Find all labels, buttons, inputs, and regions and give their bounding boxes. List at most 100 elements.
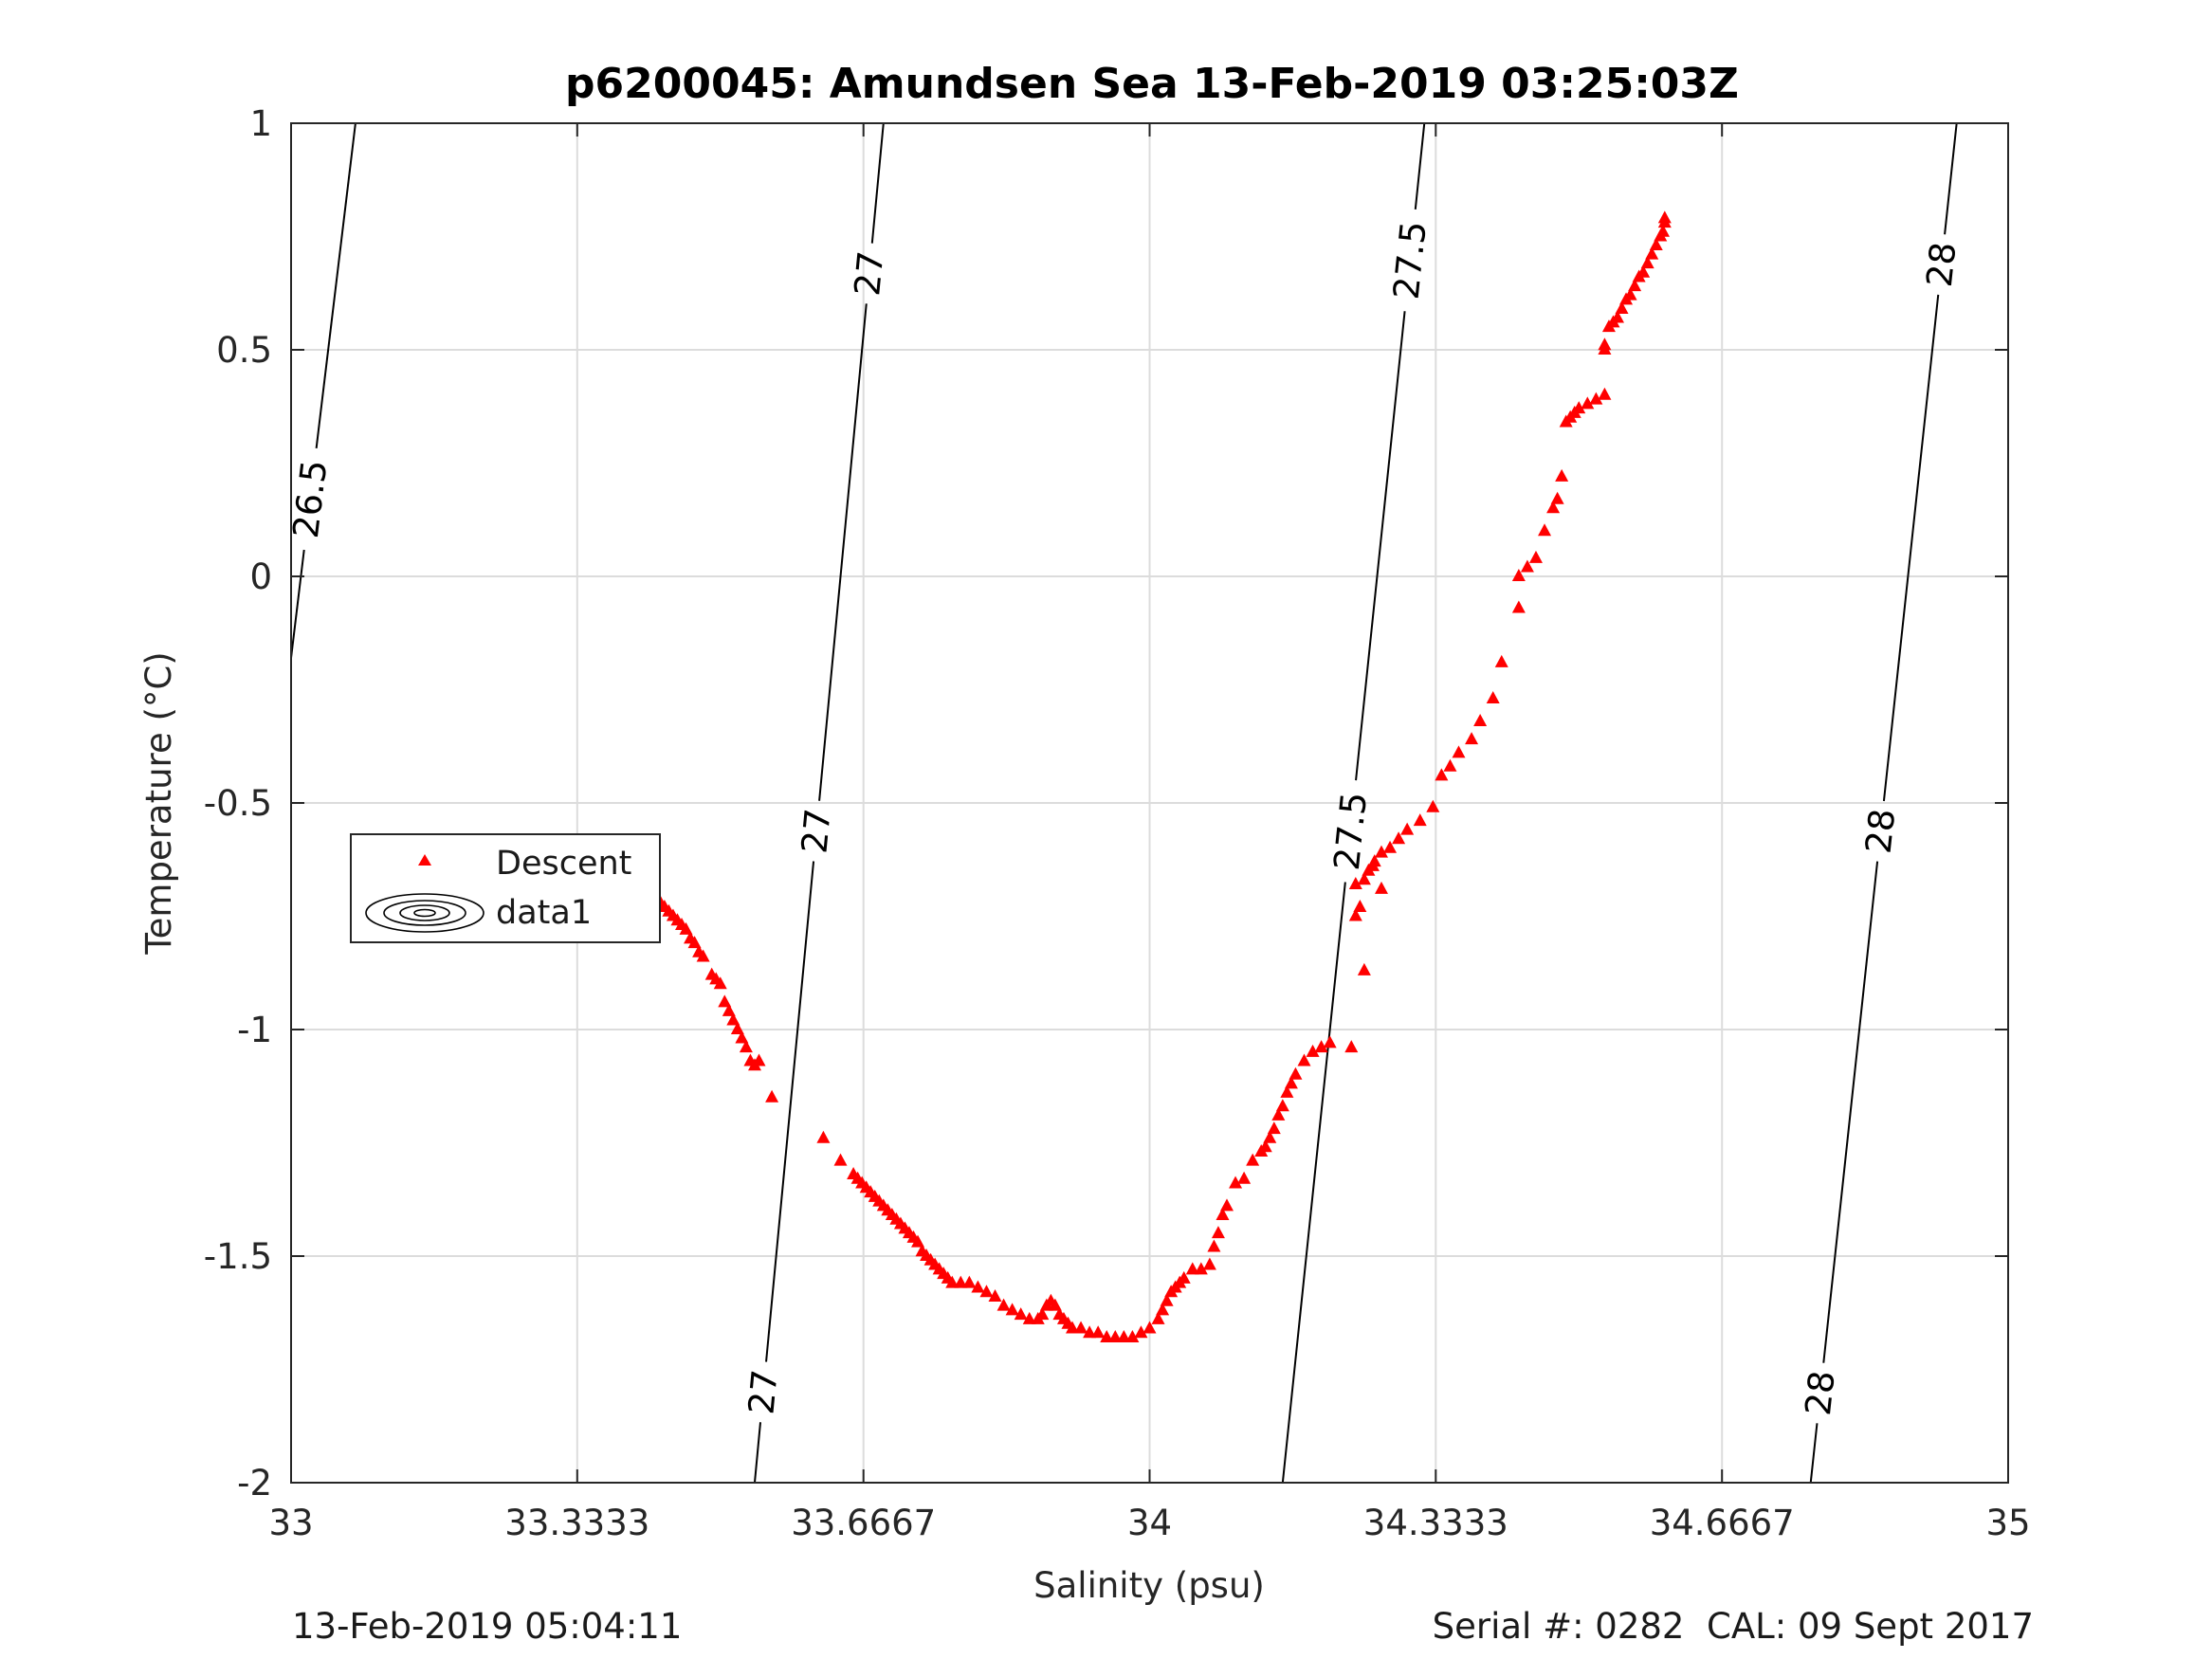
descent-point: [1143, 1321, 1157, 1334]
descent-point: [1297, 1053, 1311, 1066]
descent-point: [1083, 1325, 1097, 1339]
contour-line-segment: [765, 861, 815, 1362]
descent-point: [1392, 831, 1406, 845]
descent-point: [1229, 1176, 1243, 1189]
descent-point: [1443, 758, 1457, 772]
descent-point: [1494, 654, 1508, 667]
descent-point: [1628, 279, 1642, 292]
descent-point: [1289, 1066, 1303, 1080]
descent-point: [1374, 881, 1388, 894]
x-axis-label: Salinity (psu): [1033, 1565, 1265, 1606]
descent-point: [726, 1012, 740, 1026]
descent-point: [1074, 1321, 1088, 1334]
contour-label: 27: [740, 1368, 785, 1416]
contour-line-segment: [1822, 861, 1879, 1363]
descent-point: [1589, 392, 1603, 405]
descent-point: [1486, 691, 1500, 704]
descent-point: [1185, 1262, 1199, 1275]
y-tick-label: 1: [249, 103, 272, 144]
descent-point: [1645, 246, 1659, 260]
axis-ticks: 33 33.3333 33.6667 34 34.3333 34.6667 35 -2 -1.5…: [204, 103, 2031, 1543]
descent-point: [1348, 877, 1362, 890]
descent-point: [1219, 1198, 1234, 1212]
descent-point: [1649, 238, 1663, 251]
descent-point: [739, 1040, 753, 1053]
descent-point: [735, 1030, 749, 1044]
descent-point: [1559, 414, 1573, 428]
descent-point: [722, 1003, 736, 1016]
descent-point: [1362, 863, 1376, 876]
descent-point: [1031, 1311, 1045, 1324]
x-tick-label: 33: [268, 1503, 313, 1543]
y-tick-label: -2: [237, 1463, 272, 1504]
contour-line-segment: [1414, 122, 1426, 210]
descent-point: [1348, 908, 1362, 921]
descent-point: [1275, 1099, 1289, 1112]
descent-point: [1413, 813, 1427, 827]
descent-point: [1306, 1044, 1320, 1057]
descent-point: [1632, 269, 1646, 283]
contour-label: 26.5: [285, 458, 336, 540]
y-tick-label: 0: [249, 556, 272, 597]
descent-point: [1511, 569, 1526, 581]
descent-point: [1134, 1325, 1148, 1339]
descent-point: [1400, 822, 1415, 835]
x-tick-label: 34.3333: [1363, 1503, 1508, 1543]
density-contours: 26.5 27 27 27 27.5 27.5 28 28 28: [285, 122, 1965, 1484]
y-axis-label: Temperature (°C): [138, 651, 179, 955]
descent-point: [1654, 228, 1668, 242]
descent-point: [730, 1022, 744, 1034]
descent-point: [1657, 215, 1672, 228]
x-tick-label: 35: [1985, 1503, 2030, 1543]
contour-label: 28: [1919, 240, 1965, 288]
x-tick-label: 34.6667: [1650, 1503, 1795, 1543]
x-tick-label: 34: [1127, 1503, 1172, 1543]
descent-point: [1271, 1107, 1286, 1121]
descent-point: [1581, 396, 1595, 410]
descent-point: [1039, 1298, 1053, 1311]
descent-point: [743, 1053, 758, 1066]
legend-descent-marker: [418, 854, 431, 866]
descent-point: [1202, 1257, 1216, 1270]
contour-line-segment: [1809, 1423, 1819, 1484]
descent-point: [847, 1166, 861, 1179]
contour-label: 27.5: [1386, 219, 1435, 301]
descent-point: [1014, 1307, 1028, 1321]
descent-point: [1280, 1085, 1294, 1098]
descent-point: [833, 1153, 848, 1166]
descent-point: [962, 1275, 977, 1288]
descent-point: [1374, 845, 1388, 858]
y-tick-label: -0.5: [204, 783, 272, 824]
contour-line-segment: [1882, 294, 1940, 802]
chart-title: p6200045: Amundsen Sea 13-Feb-2019 03:25…: [565, 60, 1739, 108]
y-tick-label: -1.5: [204, 1236, 272, 1277]
descent-markers: [645, 210, 1672, 1343]
descent-point: [1254, 1144, 1269, 1158]
descent-point: [1237, 1171, 1252, 1184]
descent-point: [1194, 1262, 1208, 1275]
descent-point: [1022, 1311, 1036, 1324]
descent-point: [1615, 301, 1629, 314]
descent-point: [1528, 550, 1543, 563]
descent-point: [1520, 559, 1534, 573]
descent-point: [704, 967, 719, 980]
contour-label: 27: [794, 807, 838, 855]
descent-point: [1555, 468, 1569, 482]
descent-point: [1211, 1226, 1225, 1239]
chart-legend[interactable]: Descent data1: [350, 833, 661, 943]
footer-timestamp: 13-Feb-2019 05:04:11: [292, 1606, 683, 1647]
descent-point: [1151, 1311, 1165, 1324]
descent-point: [1091, 1325, 1106, 1339]
legend-box: [350, 833, 661, 943]
descent-point: [1267, 1121, 1281, 1135]
contour-label: 27: [847, 249, 891, 298]
descent-point: [1052, 1307, 1067, 1321]
descent-point: [684, 931, 698, 944]
descent-point: [1473, 713, 1488, 726]
descent-point: [1357, 872, 1371, 885]
y-tick-label: 0.5: [216, 330, 272, 371]
descent-point: [1357, 962, 1371, 975]
descent-point: [1005, 1303, 1019, 1316]
descent-point: [1511, 600, 1526, 613]
descent-point: [1601, 319, 1616, 333]
